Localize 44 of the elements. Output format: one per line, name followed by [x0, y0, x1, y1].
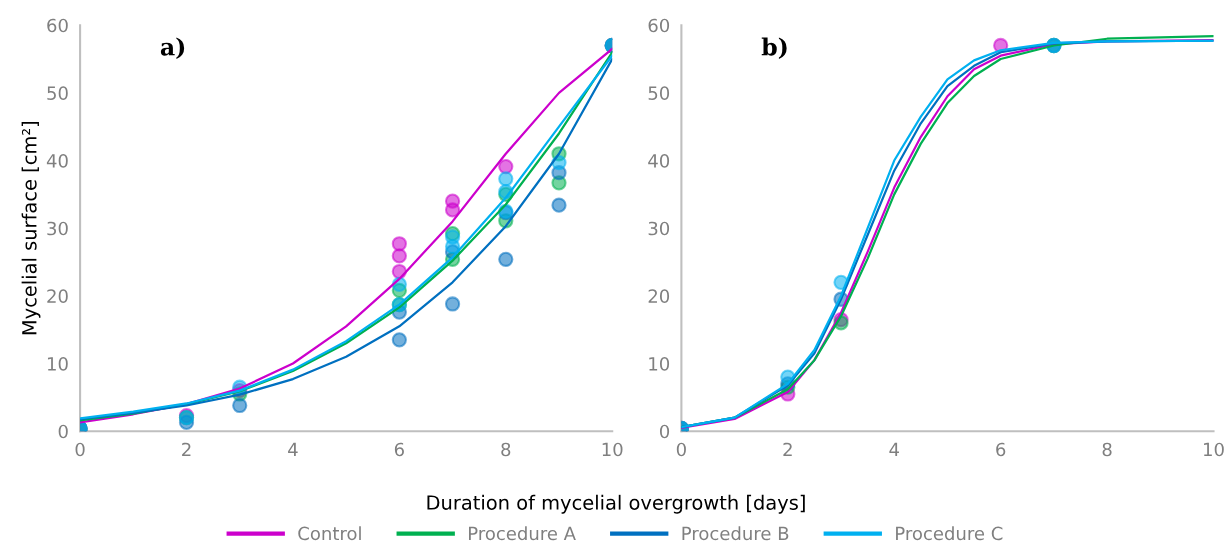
- y-tick-label: 60: [47, 18, 68, 33]
- legend-label: Procedure B: [682, 526, 789, 541]
- point: [391, 332, 407, 348]
- point: [498, 171, 514, 187]
- x-tick-label: 6: [394, 442, 404, 457]
- x-axis-title: Duration of mycelial overgrowth [days]: [427, 494, 805, 514]
- x-tick-label: 4: [889, 442, 899, 457]
- point: [391, 248, 407, 264]
- point: [444, 296, 461, 312]
- x-tick-label: 8: [1102, 442, 1112, 457]
- point: [232, 397, 248, 414]
- y-tick-label: 40: [648, 153, 670, 168]
- point: [444, 202, 461, 218]
- legend-label: Procedure C: [896, 526, 1003, 541]
- x-tick-label: 10: [602, 442, 623, 457]
- x-tick-label: 4: [288, 442, 298, 457]
- legend-label: Control: [298, 526, 361, 541]
- y-tick-label: 20: [648, 289, 670, 303]
- y-tick-label: 50: [47, 86, 68, 100]
- x-tick-label: 2: [182, 442, 191, 457]
- y-tick-label: 0: [58, 424, 68, 439]
- chart-title: a): [160, 37, 185, 59]
- chart-title: b): [761, 37, 787, 59]
- x-tick-label: 8: [501, 442, 511, 457]
- y-tick-label: 60: [648, 18, 670, 33]
- point: [444, 238, 461, 255]
- y-tick-label: 30: [47, 221, 68, 236]
- x-tick-label: 6: [996, 442, 1006, 457]
- y-tick-label: 10: [47, 356, 68, 371]
- point: [391, 236, 407, 252]
- legend-label: Procedure A: [469, 526, 576, 541]
- x-tick-label: 0: [75, 442, 85, 457]
- point: [498, 251, 514, 267]
- point: [551, 197, 567, 213]
- y-tick-label: 20: [47, 289, 68, 303]
- y-tick-label: 10: [649, 356, 670, 371]
- y-tick-label: 30: [648, 221, 670, 236]
- y-axis-title: Mycelial surface [cm²]: [21, 121, 41, 335]
- x-tick-label: 2: [783, 442, 792, 457]
- x-tick-label: 10: [1204, 442, 1224, 457]
- y-tick-label: 50: [648, 86, 670, 100]
- x-tick-label: 0: [676, 442, 686, 457]
- y-tick-label: 0: [659, 424, 670, 439]
- y-tick-label: 40: [46, 153, 68, 168]
